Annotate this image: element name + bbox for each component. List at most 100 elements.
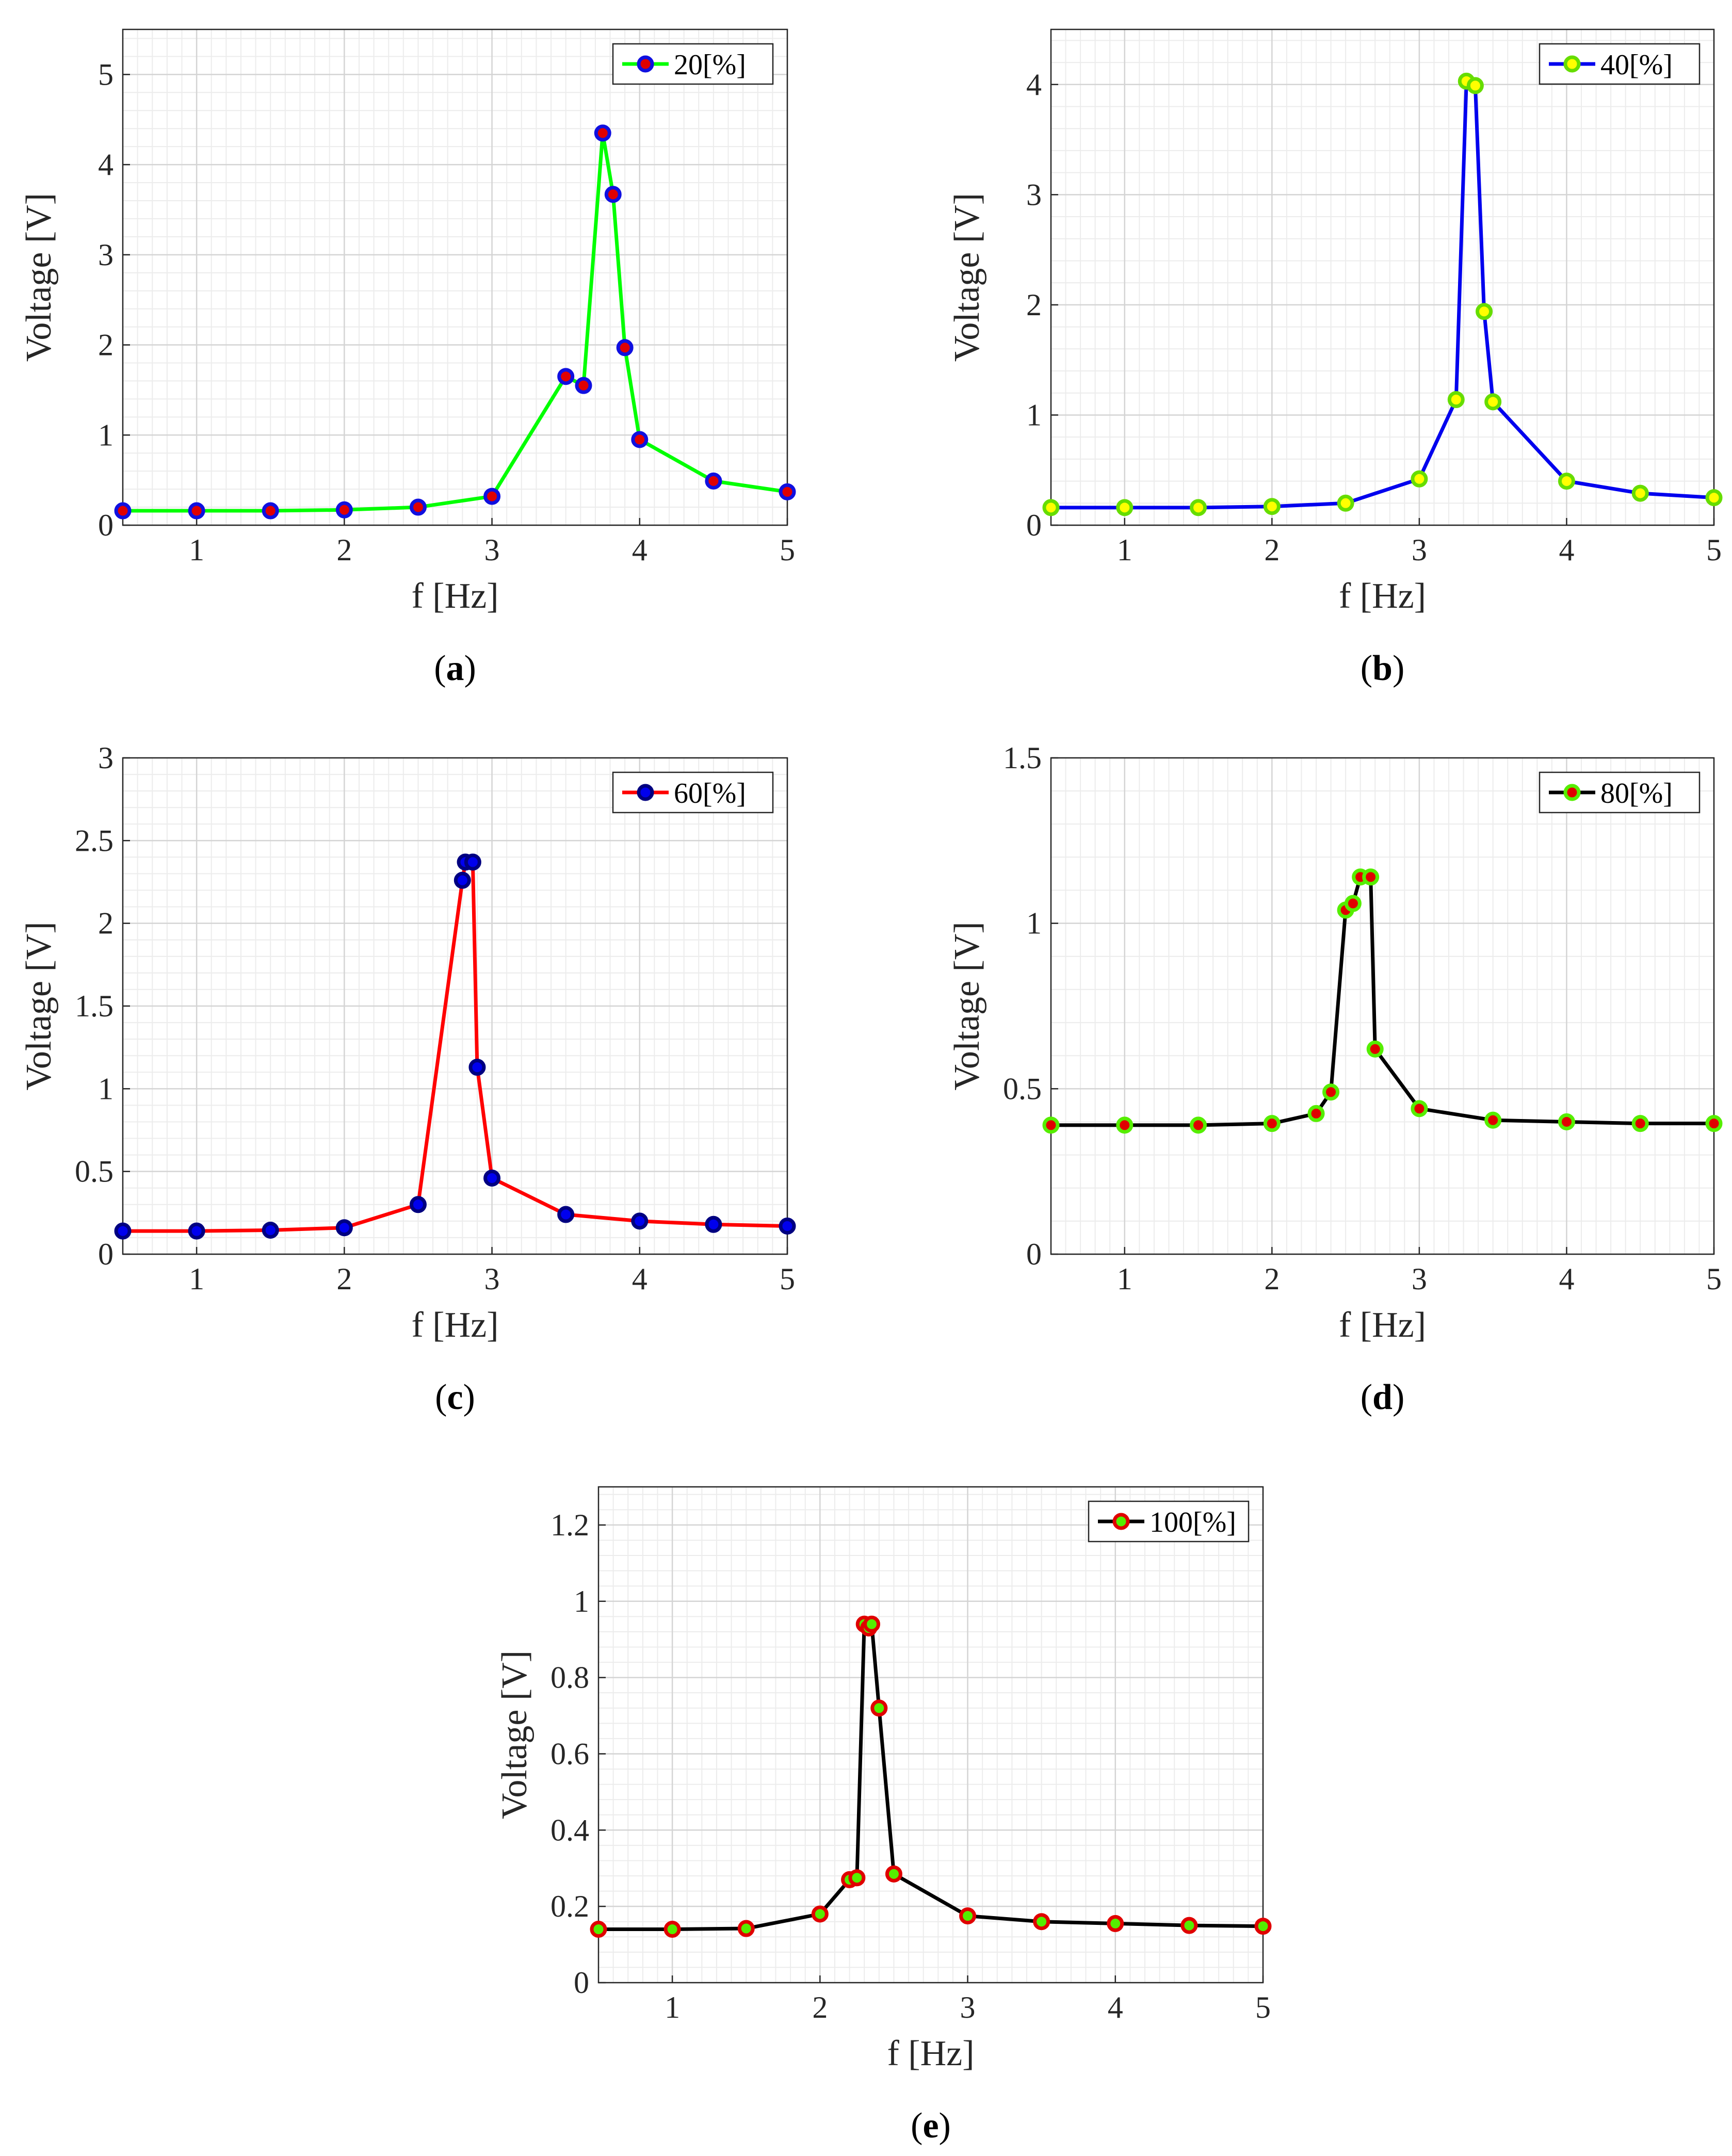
data-point xyxy=(1322,1083,1340,1101)
data-point xyxy=(1107,1915,1124,1932)
plot-area xyxy=(123,29,787,525)
data-point xyxy=(848,1869,866,1887)
y-tick-label: 3 xyxy=(98,238,114,272)
data-point xyxy=(262,1222,279,1239)
data-point xyxy=(1263,498,1281,515)
data-point xyxy=(631,431,649,448)
axes-box xyxy=(122,28,788,526)
data-point xyxy=(335,501,353,518)
data-point xyxy=(114,502,132,520)
data-point xyxy=(1411,1100,1428,1117)
caption-open-paren: ( xyxy=(911,2106,922,2146)
y-axis-label: Voltage [V] xyxy=(19,921,59,1090)
x-tick-label: 5 xyxy=(780,533,795,567)
y-axis-label: Voltage [V] xyxy=(19,193,59,362)
data-point xyxy=(885,1865,902,1883)
data-point xyxy=(705,472,722,490)
caption-close-paren: ) xyxy=(939,2106,951,2146)
x-axis-label: f [Hz] xyxy=(411,576,498,616)
y-tick-label: 0 xyxy=(1026,1237,1042,1271)
axes-box xyxy=(1050,757,1715,1255)
y-tick-label: 1.5 xyxy=(75,989,114,1023)
y-tick-label: 0 xyxy=(98,1237,114,1271)
data-point xyxy=(483,1169,501,1187)
data-point xyxy=(863,1615,881,1633)
y-tick-label: 0 xyxy=(1026,508,1042,542)
legend-label: 40[%] xyxy=(1600,49,1673,81)
y-tick-label: 1.2 xyxy=(551,1508,589,1542)
y-tick-label: 0.4 xyxy=(551,1813,589,1847)
data-point xyxy=(262,502,279,520)
chart-panel-e: 1 2 3 4 5 0 0.2 0.4 0.6 0.8 1 1.2 f [Hz] Voltage [V] (… xyxy=(495,1486,1272,2146)
data-point xyxy=(779,1217,796,1235)
data-point xyxy=(1705,489,1723,507)
data-point xyxy=(1558,473,1575,490)
y-tick-label: 3 xyxy=(98,741,114,775)
chart-panel-b: 1 2 3 4 5 0 1 2 3 4 f [Hz] Voltage [V] (b) 40[%] xyxy=(947,28,1723,688)
data-point xyxy=(483,488,501,505)
legend-label: 100[%] xyxy=(1150,1506,1236,1538)
panel-caption: (b) xyxy=(1361,649,1405,688)
x-axis-label: f [Hz] xyxy=(1339,1305,1426,1345)
x-tick-label: 1 xyxy=(189,1262,204,1296)
y-tick-label: 2 xyxy=(1026,288,1042,322)
data-point xyxy=(1705,1115,1723,1132)
chart-panel-a: 1 2 3 4 5 0 1 2 3 4 5 f [Hz] Voltage [V] (a) 20[%] xyxy=(19,28,796,688)
data-point xyxy=(464,853,481,871)
data-point xyxy=(1411,470,1428,488)
caption-letter: d xyxy=(1372,1377,1393,1417)
x-tick-label: 3 xyxy=(960,1990,976,2024)
legend-label: 80[%] xyxy=(1600,777,1673,809)
data-point xyxy=(1307,1105,1325,1122)
x-tick-label: 1 xyxy=(189,533,204,567)
y-tick-label: 4 xyxy=(1026,68,1042,102)
data-point xyxy=(959,1907,977,1925)
legend-marker xyxy=(1112,1513,1130,1530)
data-point xyxy=(1263,1115,1281,1132)
data-point xyxy=(779,483,796,500)
data-point xyxy=(188,1222,205,1240)
data-point xyxy=(1116,1116,1134,1134)
x-tick-label: 3 xyxy=(1412,533,1427,567)
y-tick-label: 0.6 xyxy=(551,1737,589,1771)
caption-close-paren: ) xyxy=(1393,649,1404,688)
chart-panel-c: 1 2 3 4 5 0 0.5 1 1.5 2 2.5 3 f [Hz] Voltage [V] (c) 60… xyxy=(19,741,796,1417)
x-axis-label: f [Hz] xyxy=(887,2034,974,2073)
data-point xyxy=(870,1699,888,1717)
series-line xyxy=(1051,875,1714,1127)
series-line xyxy=(1051,79,1714,510)
data-point xyxy=(454,871,471,889)
data-point xyxy=(1558,1113,1575,1130)
y-tick-label: 2.5 xyxy=(75,823,114,857)
plot-area xyxy=(1051,758,1714,1254)
caption-open-paren: ( xyxy=(435,1377,447,1417)
x-tick-label: 2 xyxy=(1264,1262,1280,1296)
caption-close-paren: ) xyxy=(1393,1377,1404,1417)
y-tick-label: 0.5 xyxy=(1003,1072,1042,1106)
caption-letter: c xyxy=(447,1377,463,1417)
data-point xyxy=(1337,494,1354,512)
x-tick-label: 4 xyxy=(632,533,648,567)
x-tick-label: 2 xyxy=(1264,533,1280,567)
x-tick-label: 3 xyxy=(1412,1262,1427,1296)
data-point xyxy=(409,1196,427,1213)
data-point xyxy=(1484,1111,1502,1129)
x-tick-label: 5 xyxy=(1255,1990,1271,2024)
x-tick-label: 5 xyxy=(1706,533,1722,567)
data-point xyxy=(1116,499,1134,516)
y-axis-label: Voltage [V] xyxy=(947,193,987,362)
data-point xyxy=(590,1921,607,1938)
grid xyxy=(1050,757,1715,1255)
panel-caption: (c) xyxy=(435,1377,475,1417)
data-point xyxy=(409,498,427,516)
data-point xyxy=(557,368,575,385)
data-point xyxy=(188,502,205,520)
data-point xyxy=(663,1921,681,1938)
x-tick-label: 5 xyxy=(1706,1262,1722,1296)
data-point xyxy=(604,186,622,203)
legend-marker xyxy=(637,784,654,801)
caption-letter: e xyxy=(922,2106,938,2146)
caption-open-paren: ( xyxy=(1361,1377,1372,1417)
axes-box xyxy=(597,1486,1264,1984)
